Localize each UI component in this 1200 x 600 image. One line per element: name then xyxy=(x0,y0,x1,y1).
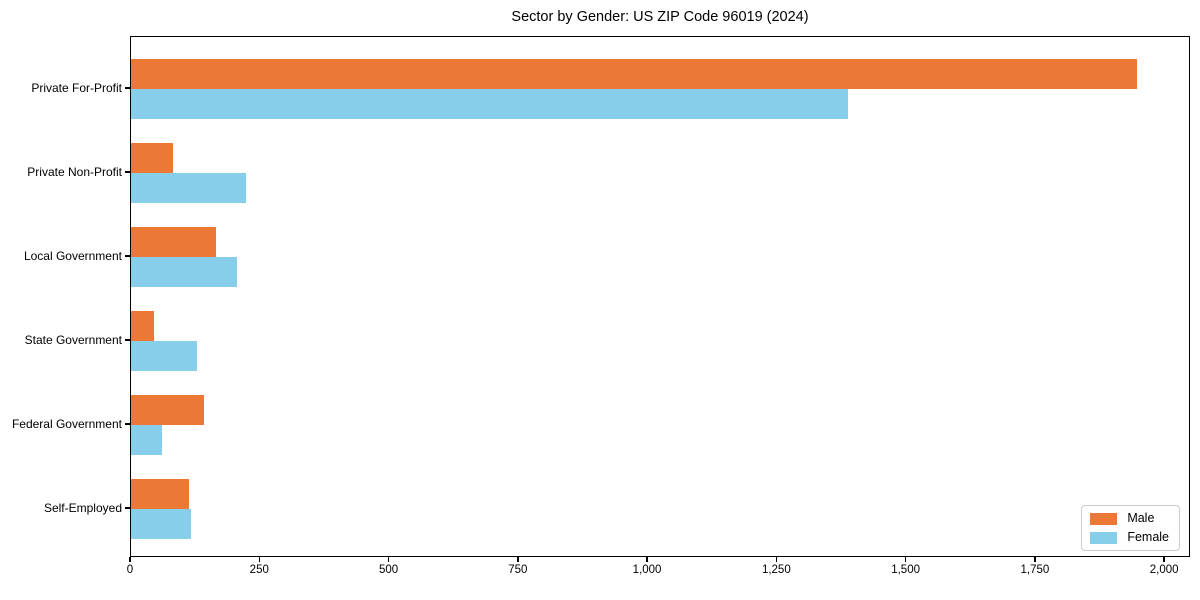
legend-label-female: Female xyxy=(1127,530,1169,544)
x-tick-mark xyxy=(775,557,778,562)
bar-male-private-non-profit xyxy=(131,143,173,173)
legend-item-female: Female xyxy=(1090,531,1169,544)
y-tick-label-federal-government: Federal Government xyxy=(11,417,122,431)
x-tick-mark xyxy=(129,557,131,562)
y-tick-mark xyxy=(125,87,130,89)
bar-male-self-employed xyxy=(131,479,189,509)
bar-female-self-employed xyxy=(131,509,191,539)
x-tick-mark xyxy=(646,557,648,562)
y-tick-mark xyxy=(125,423,130,425)
bar-female-local-government xyxy=(131,257,237,287)
bar-male-private-for-profit xyxy=(131,59,1138,89)
x-tick-label-750: 750 xyxy=(508,564,528,576)
x-tick-label-1-500: 1,500 xyxy=(891,564,920,576)
chart-title: Sector by Gender: US ZIP Code 96019 (202… xyxy=(511,9,809,25)
legend-item-male: Male xyxy=(1090,512,1169,525)
bar-female-state-government xyxy=(131,341,198,371)
x-tick-mark xyxy=(387,557,390,562)
y-tick-label-private-non-profit: Private Non-Profit xyxy=(27,165,122,179)
x-tick-label-250: 250 xyxy=(249,564,269,576)
x-tick-mark xyxy=(1163,557,1165,562)
bar-male-local-government xyxy=(131,227,216,257)
x-tick-label-1-250: 1,250 xyxy=(761,564,791,576)
bar-female-private-for-profit xyxy=(131,89,849,119)
x-tick-mark xyxy=(1034,557,1036,562)
x-tick-label-1-750: 1,750 xyxy=(1020,564,1050,576)
x-tick-mark xyxy=(904,557,907,562)
y-tick-mark xyxy=(125,339,130,341)
x-tick-label-1-000: 1,000 xyxy=(632,564,662,576)
bar-female-federal-government xyxy=(131,425,162,455)
legend-label-male: Male xyxy=(1127,511,1155,525)
plot-area: Male Female xyxy=(130,36,1190,557)
legend-swatch-female xyxy=(1090,531,1118,544)
bar-male-state-government xyxy=(131,311,155,341)
y-tick-label-private-for-profit: Private For-Profit xyxy=(31,81,122,95)
x-tick-label-2-000: 2,000 xyxy=(1149,564,1179,576)
bar-female-private-non-profit xyxy=(131,173,246,203)
legend: Male Female xyxy=(1081,505,1180,551)
y-tick-label-state-government: State Government xyxy=(24,333,122,347)
bar-male-federal-government xyxy=(131,395,204,425)
y-tick-mark xyxy=(125,255,130,257)
y-tick-label-self-employed: Self-Employed xyxy=(43,501,122,515)
y-tick-mark xyxy=(125,171,130,173)
x-tick-mark xyxy=(258,557,261,562)
x-tick-label-500: 500 xyxy=(378,564,399,576)
y-tick-mark xyxy=(125,507,130,509)
x-tick-mark xyxy=(517,557,519,562)
legend-swatch-male xyxy=(1090,512,1118,525)
x-tick-label-0: 0 xyxy=(126,564,134,576)
y-tick-label-local-government: Local Government xyxy=(23,249,122,263)
